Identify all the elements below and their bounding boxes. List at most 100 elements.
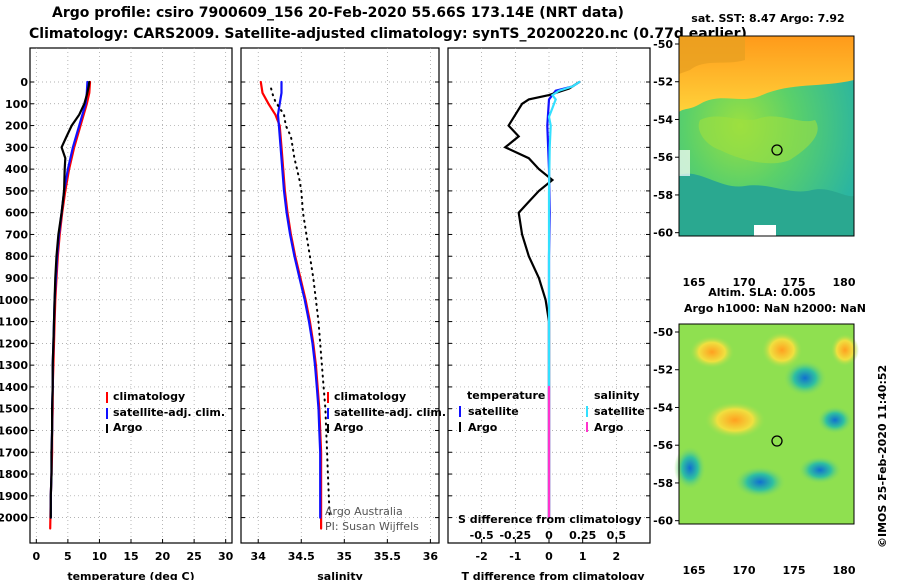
x-tick-label: -2 <box>476 550 488 563</box>
s-tick-label: 0.25 <box>569 529 596 542</box>
map-y-label: -54 <box>653 113 673 126</box>
sst-argo-marker <box>771 144 783 156</box>
legend-argo: Argo <box>334 421 364 434</box>
sst-title: sat. SST: 8.47 Argo: 7.92 <box>691 12 844 25</box>
s-tick-label: -0.5 <box>470 529 494 542</box>
map-x-label: 180 <box>833 276 856 289</box>
y-tick-label: 1000 <box>0 294 28 307</box>
x-tick-label: 30 <box>218 550 234 563</box>
sla-eddy <box>817 406 853 434</box>
y-tick-label: 2000 <box>0 512 28 525</box>
s-tick-label: -0.25 <box>499 529 531 542</box>
x-tick-label: 35.5 <box>374 550 401 563</box>
s-difference-label: S difference from climatology <box>458 513 642 526</box>
map-x-label: 165 <box>683 276 706 289</box>
series-argo <box>270 87 331 519</box>
sla-eddy <box>783 360 827 396</box>
y-tick-label: 1400 <box>0 381 28 394</box>
x-tick-label: 34.5 <box>288 550 315 563</box>
title-line-2: Climatology: CARS2009. Satellite-adjuste… <box>29 26 747 42</box>
map-y-label: -56 <box>653 439 673 452</box>
x-tick-label: 5 <box>64 550 72 563</box>
x-axis-label: T difference from climatology <box>461 570 644 580</box>
sla-title: Altim. SLA: 0.005 <box>708 286 815 299</box>
x-tick-label: 35 <box>337 550 352 563</box>
sla-argo-marker <box>771 435 783 447</box>
y-tick-label: 200 <box>5 120 28 133</box>
legend-climatology: climatology <box>113 390 185 403</box>
map-x-label: 170 <box>733 564 756 577</box>
y-tick-label: 1600 <box>0 424 28 437</box>
x-tick-label: 1 <box>579 550 587 563</box>
map-y-label: -58 <box>653 189 673 202</box>
series-argo <box>49 80 91 519</box>
legend-t-argo: Argo <box>468 421 498 434</box>
legend-t-satellite: satellite <box>468 405 519 418</box>
sla-subtitle: Argo h1000: NaN h2000: NaN <box>684 302 866 315</box>
x-tick-label: 20 <box>155 550 171 563</box>
y-tick-label: 1700 <box>0 446 28 459</box>
sla-eddy-warm <box>831 334 859 366</box>
legend-argo: Argo <box>113 421 143 434</box>
map-y-label: -56 <box>653 151 673 164</box>
x-tick-label: 36 <box>423 550 439 563</box>
map-x-label: 175 <box>783 564 806 577</box>
y-tick-label: 400 <box>5 163 28 176</box>
sst-warm-core <box>679 36 745 74</box>
y-tick-label: 1900 <box>0 490 28 503</box>
series-climatology <box>49 80 92 530</box>
map-y-label: -54 <box>653 401 673 414</box>
sst-front <box>698 116 818 164</box>
sst-missing-data <box>679 150 690 176</box>
map-y-label: -52 <box>653 76 673 89</box>
x-tick-label: 0 <box>545 550 553 563</box>
y-tick-label: 600 <box>5 207 28 220</box>
map-y-label: -60 <box>653 515 673 528</box>
map-y-label: -60 <box>653 227 673 240</box>
x-tick-label: -1 <box>509 550 521 563</box>
y-tick-label: 1800 <box>0 468 28 481</box>
series-satellite-adj-clim- <box>276 80 322 519</box>
map-y-label: -58 <box>653 477 673 490</box>
y-tick-label: 1500 <box>0 403 28 416</box>
series-climatology <box>259 80 323 530</box>
map-y-label: -50 <box>653 38 673 51</box>
temperature-plot: 0100200300400500600700800900100011001200… <box>0 47 234 580</box>
y-tick-label: 500 <box>5 185 28 198</box>
credit-argo-australia: Argo Australia <box>325 505 403 518</box>
sst-missing-data <box>754 225 776 238</box>
x-tick-label: 15 <box>123 550 138 563</box>
map-x-label: 170 <box>733 276 756 289</box>
series-salinity-satellite <box>547 80 581 519</box>
salinity-legend: climatology satellite-adj. clim. Argo Ar… <box>325 390 446 533</box>
y-tick-label: 900 <box>5 272 28 285</box>
temperature-legend: climatology satellite-adj. clim. Argo <box>106 390 225 434</box>
map-x-label: 180 <box>833 564 856 577</box>
y-tick-label: 700 <box>5 228 28 241</box>
map-x-label: 165 <box>683 564 706 577</box>
sst-cool-region <box>679 173 854 236</box>
legend-temperature-heading: temperature <box>467 389 545 402</box>
y-tick-label: 300 <box>5 141 28 154</box>
plot-frame <box>240 47 440 544</box>
title-line-1: Argo profile: csiro 7900609_156 20-Feb-2… <box>52 5 624 21</box>
legend-s-argo: Argo <box>594 421 624 434</box>
imos-credit: ©IMOS 25-Feb-2020 11:40:52 <box>876 365 889 548</box>
map-frame <box>678 323 855 525</box>
sla-eddy <box>674 446 706 490</box>
s-tick-label: 0.5 <box>607 529 627 542</box>
y-tick-label: 1200 <box>0 337 28 350</box>
y-tick-label: 1300 <box>0 359 28 372</box>
x-axis-label: temperature (deg C) <box>67 570 194 580</box>
difference-legend: temperature satellite Argo salinity sate… <box>458 389 645 526</box>
sla-eddy <box>734 466 786 498</box>
map-frame <box>678 35 855 237</box>
map-axes: -50 -52 -54 -56 -58 -60 165 170 175 180 -50 -52 -54 -… <box>653 35 856 577</box>
credit-pi: PI: Susan Wijffels <box>325 520 419 533</box>
y-tick-label: 1100 <box>0 316 28 329</box>
difference-plot: -2 -1 0 1 2 -0.5 -0.25 0 0.25 0.5 T difference fro… <box>447 47 651 580</box>
sst-map: sat. SST: 8.47 Argo: 7.92 <box>678 12 855 238</box>
legend-satellite-adj: satellite-adj. clim. <box>334 406 446 419</box>
sla-map: Altim. SLA: 0.005 Argo h1000: NaN h2000:… <box>674 286 866 524</box>
